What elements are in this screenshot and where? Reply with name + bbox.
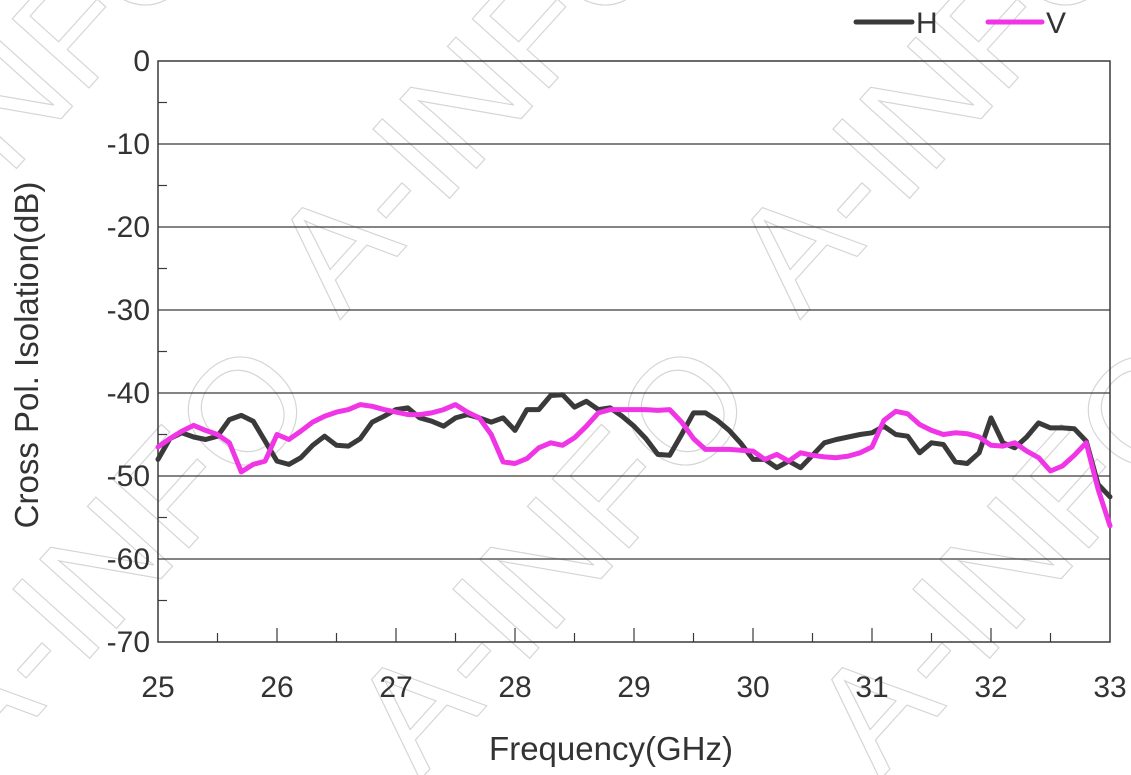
- y-tick-label: 0: [133, 45, 150, 78]
- x-tick-label: 25: [141, 671, 174, 704]
- x-tick-label: 33: [1093, 671, 1126, 704]
- y-tick-labels: 0 -10 -20 -30 -40 -50 -60 -70: [107, 45, 150, 659]
- y-tick-label: -60: [107, 543, 150, 576]
- legend-label-h: H: [916, 7, 938, 40]
- series-layer: [155, 392, 1113, 529]
- x-tick-label: 28: [498, 671, 531, 704]
- x-tick-label: 26: [260, 671, 293, 704]
- y-tick-label: -10: [107, 128, 150, 161]
- x-tick-label: 27: [379, 671, 412, 704]
- series-line-h: [155, 392, 1113, 500]
- y-tick-label: -40: [107, 377, 150, 410]
- y-tick-label: -70: [107, 626, 150, 659]
- y-tick-label: -20: [107, 211, 150, 244]
- y-tick-label: -30: [107, 294, 150, 327]
- x-tick-label: 29: [617, 671, 650, 704]
- series-line-v: [155, 402, 1113, 529]
- x-tick-labels: 25 26 27 28 29 30 31 32 33: [141, 671, 1126, 704]
- x-axis-title: Frequency(GHz): [489, 730, 733, 767]
- legend: H V: [853, 7, 1066, 40]
- x-tick-label: 30: [736, 671, 769, 704]
- x-tick-label: 32: [974, 671, 1007, 704]
- legend-label-v: V: [1046, 7, 1066, 40]
- gridlines: [158, 143, 1110, 560]
- minor-ticks: [158, 101, 1052, 642]
- y-axis-title: Cross Pol. Isolation(dB): [8, 182, 45, 529]
- plot-area-frame: [157, 60, 1111, 643]
- x-tick-label: 31: [855, 671, 888, 704]
- y-tick-label: -50: [107, 460, 150, 493]
